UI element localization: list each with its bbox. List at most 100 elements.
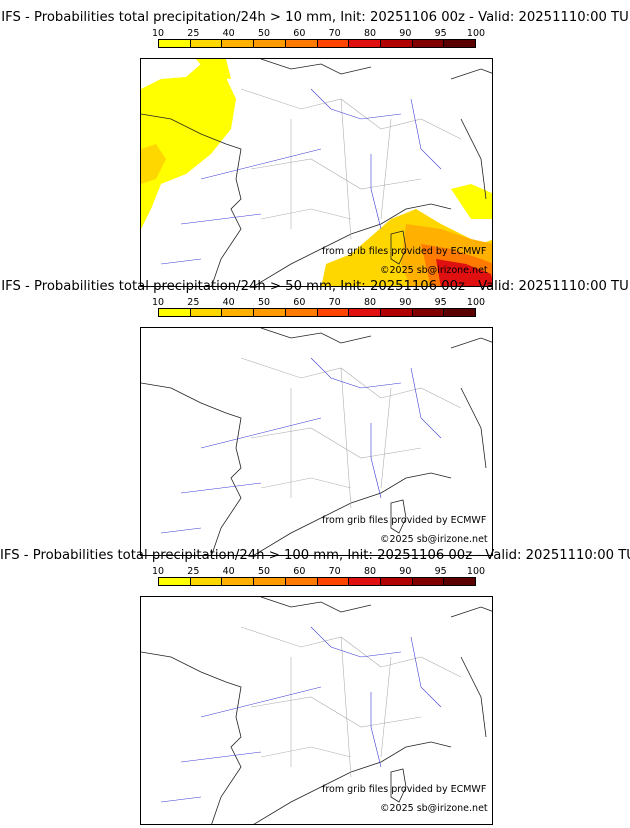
- colorbar-tick-label: 100: [466, 566, 486, 577]
- colorbar-swatch: [317, 578, 350, 585]
- colorbar-tick-label: 70: [328, 566, 341, 577]
- map-panel-50mm: IFS - Probabilities total precipitation/…: [0, 279, 630, 556]
- copyright-credit: ©2025 sb@irizone.net: [380, 265, 488, 276]
- colorbar-legend: 10 25 40 50 60 70 80 90 95 100: [152, 566, 485, 594]
- colorbar-swatch: [159, 40, 191, 47]
- colorbar-swatch: [317, 309, 350, 316]
- coastline-mediterranean: [253, 472, 452, 555]
- coastline-channel: [260, 59, 372, 75]
- colorbar-swatch: [380, 578, 413, 585]
- colorbar-tick-label: 40: [222, 28, 235, 39]
- source-credit: from grib files provided by ECMWF: [322, 246, 487, 257]
- coastline-atlantic: [141, 382, 242, 555]
- colorbar-tick-label: 10: [151, 297, 165, 308]
- colorbar-tick-label: 60: [293, 566, 306, 577]
- colorbar-swatch: [412, 309, 445, 316]
- colorbar-tick-label: 40: [222, 566, 235, 577]
- colorbar-swatch: [444, 578, 476, 585]
- border-east: [460, 387, 487, 469]
- coastline-channel: [260, 328, 372, 344]
- colorbar-tick-label: 25: [187, 566, 200, 577]
- coastline-corsica: [390, 768, 407, 803]
- colorbar-swatch: [254, 309, 286, 316]
- colorbar-swatches: [158, 577, 476, 586]
- map-50mm: [140, 327, 493, 556]
- colorbar-swatch: [412, 578, 445, 585]
- colorbar-swatch: [317, 40, 350, 47]
- colorbar-tick-label: 40: [222, 297, 235, 308]
- coastline-atlantic: [141, 651, 242, 824]
- colorbar-swatch: [159, 578, 191, 585]
- region-boundaries: [240, 626, 462, 778]
- colorbar-swatch: [444, 309, 476, 316]
- colorbar-tick-label: 25: [187, 297, 200, 308]
- colorbar-swatch: [285, 578, 318, 585]
- panel-title: IFS - Probabilities total precipitation/…: [1, 10, 629, 25]
- colorbar-tick-label: 10: [151, 566, 165, 577]
- colorbar-tick-label: 70: [328, 297, 341, 308]
- border-north: [450, 606, 492, 618]
- colorbar-swatches: [158, 39, 476, 48]
- coastline-atlantic: [141, 113, 242, 286]
- coastline-corsica: [390, 230, 407, 265]
- colorbar-tick-label: 95: [434, 566, 447, 577]
- colorbar-legend: 10 25 40 50 60 70 80 90 95 100: [152, 28, 485, 56]
- colorbar-tick-label: 50: [257, 566, 271, 577]
- colorbar-swatch: [254, 40, 286, 47]
- colorbar-tick-label: 80: [363, 566, 377, 577]
- colorbar-swatch: [222, 40, 255, 47]
- map-panel-100mm: IFS - Probabilities total precipitation/…: [0, 548, 630, 825]
- colorbar-tick-label: 95: [434, 28, 447, 39]
- border-north: [450, 337, 492, 349]
- colorbar-swatch: [349, 309, 381, 316]
- precip-area-atlantic-mid: [141, 144, 166, 184]
- colorbar-tick-label: 50: [257, 297, 271, 308]
- colorbar-swatch: [190, 309, 223, 316]
- colorbar-tick-label: 60: [293, 297, 306, 308]
- map-10mm: [140, 58, 493, 287]
- map-100mm: [140, 596, 493, 825]
- precip-area-alps: [451, 184, 492, 219]
- precip-area-atlantic: [141, 64, 236, 229]
- colorbar-tick-label: 90: [399, 28, 412, 39]
- colorbar-tick-label: 80: [363, 28, 377, 39]
- colorbar-swatch: [412, 40, 445, 47]
- colorbar-tick-label: 60: [293, 28, 306, 39]
- colorbar-tick-label: 10: [151, 28, 165, 39]
- map-panel-10mm: IFS - Probabilities total precipitation/…: [0, 10, 630, 287]
- copyright-credit: ©2025 sb@irizone.net: [380, 534, 488, 545]
- colorbar-swatch: [349, 40, 381, 47]
- colorbar-swatch: [285, 309, 318, 316]
- precip-area-med-peak: [436, 259, 492, 286]
- colorbar-swatches: [158, 308, 476, 317]
- colorbar-tick-label: 100: [466, 28, 486, 39]
- border-north: [450, 68, 492, 80]
- coastline-corsica: [390, 499, 407, 534]
- colorbar-tick-label: 95: [434, 297, 447, 308]
- border-east: [460, 118, 487, 200]
- colorbar-legend: 10 25 40 50 60 70 80 90 95 100: [152, 297, 485, 325]
- rivers: [160, 626, 442, 803]
- colorbar-swatch: [285, 40, 318, 47]
- precip-area-channel: [196, 59, 231, 79]
- colorbar-swatch: [444, 40, 476, 47]
- colorbar-swatch: [190, 40, 223, 47]
- colorbar-tick-label: 25: [187, 28, 200, 39]
- colorbar-swatch: [380, 40, 413, 47]
- colorbar-tick-label: 90: [399, 566, 412, 577]
- panel-title: IFS - Probabilities total precipitation/…: [0, 548, 630, 563]
- rivers: [160, 357, 442, 534]
- colorbar-swatch: [254, 578, 286, 585]
- rivers: [160, 88, 442, 265]
- border-east: [460, 656, 487, 738]
- colorbar-swatch: [380, 309, 413, 316]
- colorbar-swatch: [349, 578, 381, 585]
- colorbar-swatch: [159, 309, 191, 316]
- coastline-mediterranean: [253, 203, 452, 286]
- region-boundaries: [240, 357, 462, 509]
- colorbar-swatch: [222, 309, 255, 316]
- colorbar-tick-label: 80: [363, 297, 377, 308]
- colorbar-tick-label: 90: [399, 297, 412, 308]
- source-credit: from grib files provided by ECMWF: [322, 784, 487, 795]
- source-credit: from grib files provided by ECMWF: [322, 515, 487, 526]
